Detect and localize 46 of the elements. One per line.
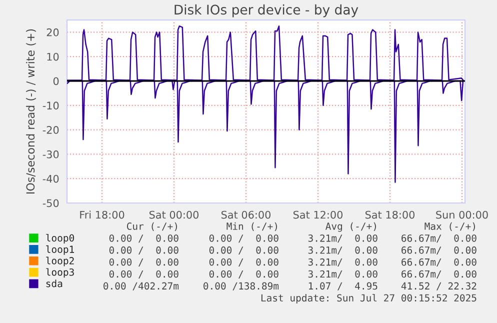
text: 66.67m/ 0.00 (402, 234, 476, 243)
text: 0.00 / 0.00 (209, 246, 278, 255)
text: 0.00 /138.89m (204, 282, 279, 290)
text: 3.21m/ 0.00 (308, 246, 378, 255)
legend-label: loop2 (46, 256, 74, 266)
text: Last update: Sun Jul 27 00:15:52 2025 (261, 294, 476, 304)
text: 66.67m/ 0.00 (402, 270, 476, 278)
y-tick-label: 10 (47, 52, 59, 61)
text: 0.00 / 0.00 (109, 270, 178, 278)
legend-label: sda (46, 280, 62, 288)
y-tick-label: -20 (42, 126, 59, 134)
text: 0.00 / 0.00 (209, 234, 278, 243)
x-tick-label: Sat 06:00 (221, 210, 271, 219)
legend-label: loop1 (46, 245, 74, 255)
chart-title: Disk IOs per device - by day (174, 4, 358, 18)
y-tick-label: -40 (42, 174, 59, 183)
text: Max (-/+) (424, 222, 475, 232)
y-tick-label: -10 (42, 102, 59, 110)
legend-label: loop0 (46, 234, 74, 244)
y-tick-label: -30 (42, 150, 59, 158)
text: 0.00 / 0.00 (209, 270, 278, 278)
y-tick-label: 20 (46, 28, 59, 36)
x-tick-label: Sun 00:00 (436, 210, 488, 219)
text: 66.67m/ 0.00 (402, 258, 476, 266)
text: 66.67m/ 0.00 (402, 246, 476, 255)
text: Avg (-/+) (326, 222, 376, 232)
y-tick-label: 0 (53, 77, 59, 86)
y-tick-label: -50 (42, 199, 59, 208)
text: 0.00 /402.27m (104, 282, 179, 290)
x-tick-label: Sat 18:00 (365, 210, 415, 219)
text: 0.00 / 0.00 (109, 246, 178, 255)
text: 41.52 / 22.32 (401, 282, 476, 290)
text: 3.21m/ 0.00 (308, 234, 378, 243)
y-axis-title: IOs/second read (-) / write (+) (26, 29, 36, 194)
text: 1.07 / 4.95 (308, 282, 378, 290)
x-tick-label: Sat 12:00 (293, 210, 343, 219)
text: 0.00 / 0.00 (109, 234, 178, 243)
legend-label: loop3 (46, 268, 74, 278)
text: Min (-/+) (226, 222, 277, 232)
x-tick-label: Fri 18:00 (80, 210, 124, 219)
text: 0.00 / 0.00 (209, 258, 278, 266)
text: 3.21m/ 0.00 (308, 270, 378, 278)
text: 0.00 / 0.00 (109, 258, 178, 266)
text: 3.21m/ 0.00 (308, 258, 378, 266)
x-tick-label: Sat 00:00 (149, 210, 199, 219)
text: Cur (-/+) (126, 222, 177, 232)
